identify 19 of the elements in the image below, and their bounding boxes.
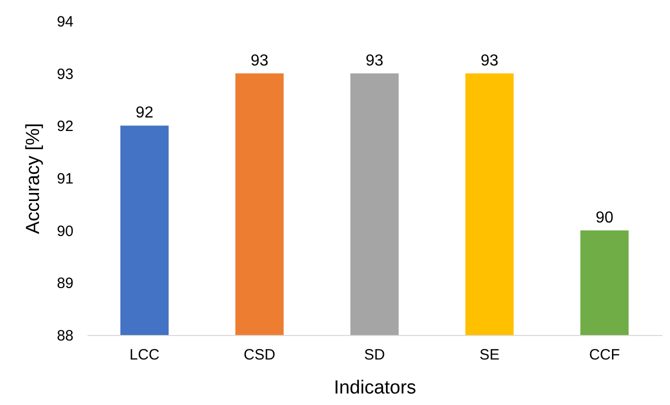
x-tick-label: CSD [244, 346, 276, 364]
data-label: 93 [480, 52, 498, 70]
data-label: 92 [136, 104, 154, 122]
x-tick-label: CCF [589, 346, 620, 364]
y-tick-label: 94 [56, 14, 74, 30]
data-label: 93 [366, 52, 384, 70]
x-axis-title: Indicators [334, 378, 416, 398]
data-label: 93 [250, 52, 268, 70]
y-tick-label: 89 [56, 275, 74, 292]
y-axis-title: Accuracy [%] [22, 123, 44, 234]
data-label: 90 [596, 209, 614, 226]
y-tick-label: 91 [56, 170, 74, 188]
x-tick-label: LCC [129, 346, 160, 364]
y-tick-label: 92 [56, 118, 74, 136]
y-tick-label: 88 [56, 328, 74, 344]
x-tick-label: SE [479, 346, 500, 364]
x-tick-label: SD [364, 346, 386, 364]
y-tick-label: 93 [56, 66, 74, 83]
y-tick-label: 90 [56, 222, 74, 240]
